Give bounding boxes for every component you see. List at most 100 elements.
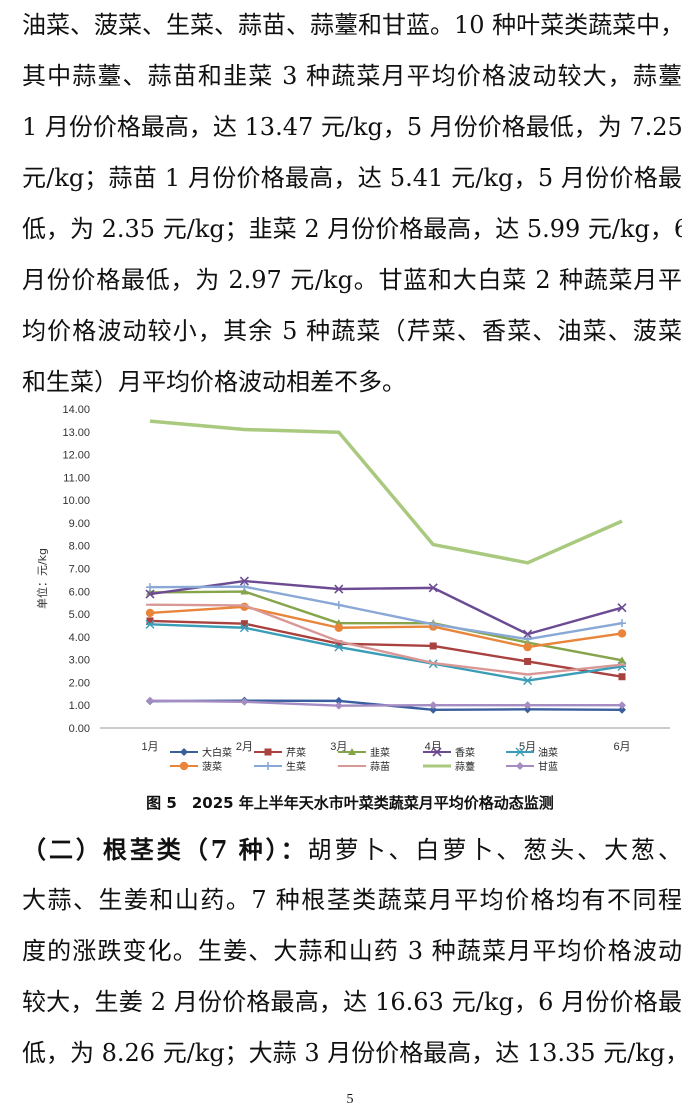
text-line: 油菜、菠菜、生菜、蒜苗、蒜薹和甘蓝。10 种叶菜类蔬菜中， <box>22 11 682 39</box>
data-point <box>432 747 442 757</box>
data-point <box>239 576 249 586</box>
series-line-甘蓝 <box>149 699 622 707</box>
y-tick-label: 14.00 <box>62 404 90 416</box>
text-line: 均价格波动较小，其余 5 种蔬菜（芹菜、香菜、油菜、菠菜 <box>22 317 682 345</box>
chart-svg: 0.00 1.00 2.00 3.00 4.00 5.00 6.00 7.00 8.00 9.00… <box>35 404 670 773</box>
data-point <box>523 705 532 714</box>
series-line-蒜薹 <box>149 419 623 565</box>
y-tick-label: 10.00 <box>62 495 90 507</box>
data-point <box>239 623 249 633</box>
data-point <box>618 705 626 714</box>
data-point <box>429 620 438 629</box>
data-point <box>618 656 626 664</box>
text-line: （二）根茎类（7 种）：胡萝卜、白萝卜、葱头、大葱、 <box>22 824 682 875</box>
data-point <box>618 673 626 681</box>
text-line: 月份价格最低，为 2.97 元/kg。甘蓝和大白菜 2 种蔬菜月平 <box>22 266 682 294</box>
text-line: 元/kg；蒜苗 1 月份价格最高，达 5.41 元/kg，5 月份价格最 <box>22 164 682 192</box>
data-point <box>240 582 249 591</box>
text-line: 较大，生姜 2 月份价格最高，达 16.63 元/kg，6 月份价格最 <box>22 988 682 1016</box>
y-tick-label: 0.00 <box>69 723 90 735</box>
legend-label: 韭菜 <box>370 747 390 759</box>
data-point <box>524 657 532 665</box>
y-tick-label: 3.00 <box>69 655 90 667</box>
data-point <box>145 589 155 599</box>
data-point <box>334 701 343 710</box>
y-tick-label: 13.00 <box>62 427 90 439</box>
data-point <box>334 623 343 632</box>
y-tick-label: 4.00 <box>69 632 90 644</box>
x-tick-label: 6月 <box>613 741 630 753</box>
x-tick-label: 2月 <box>236 741 253 753</box>
text-line: 低，为 2.35 元/kg；韭菜 2 月份价格最高，达 5.99 元/kg，6 <box>22 215 682 243</box>
data-point <box>334 696 343 705</box>
y-tick-label: 12.00 <box>62 450 90 462</box>
text-line: 度的涨跌变化。生姜、大蒜和山药 3 种蔬菜月平均价格波动 <box>22 937 682 965</box>
data-point <box>334 584 344 594</box>
data-point <box>618 619 626 628</box>
section-heading: （二）根茎类（7 种）： <box>22 835 308 864</box>
data-point <box>429 642 437 650</box>
series-line-芹菜 <box>149 619 623 678</box>
data-point <box>334 600 343 609</box>
legend-label: 蒜薹 <box>455 760 475 773</box>
y-tick-label: 8.00 <box>69 541 90 553</box>
series-line-蒜苗 <box>149 603 623 676</box>
data-point <box>429 705 438 714</box>
data-point <box>264 748 272 756</box>
line-chart: 0.00 1.00 2.00 3.00 4.00 5.00 6.00 7.00 8.00 9.00… <box>0 392 700 792</box>
x-tick-label: 5月 <box>519 741 536 753</box>
x-tick-label: 1月 <box>141 741 158 753</box>
data-point <box>264 762 272 770</box>
series-line-生菜 <box>149 585 623 641</box>
text-line: 和生菜）月平均价格波动相差不多。 <box>22 368 406 396</box>
y-tick-label: 5.00 <box>69 609 90 621</box>
data-point <box>617 629 627 638</box>
data-point <box>240 587 249 595</box>
data-point <box>523 676 533 686</box>
bottom-paragraph: （二）根茎类（7 种）：胡萝卜、白萝卜、葱头、大葱、 大蒜、生姜和山药。7 种根… <box>22 824 682 1079</box>
text-line: 大蒜、生姜和山药。7 种根茎类蔬菜月平均价格均有不同程 <box>22 886 682 914</box>
y-axis-label: 单位：元/kg <box>35 548 49 609</box>
data-point <box>523 635 532 644</box>
series-line-菠菜 <box>149 605 623 649</box>
legend-label: 香菜 <box>455 747 475 759</box>
data-point <box>145 608 155 618</box>
data-point <box>523 629 533 639</box>
x-tick-label: 3月 <box>330 741 347 753</box>
heading-continuation: 胡萝卜、白萝卜、葱头、大葱、 <box>307 836 682 864</box>
data-point <box>618 701 626 710</box>
legend-label: 油菜 <box>538 746 558 759</box>
page-number: 5 <box>346 1092 354 1107</box>
data-point <box>523 701 532 710</box>
data-point <box>334 642 344 652</box>
legend-label: 大白菜 <box>202 746 232 759</box>
chart-axes: 0.00 1.00 2.00 3.00 4.00 5.00 6.00 7.00 8.00 9.00… <box>35 404 670 753</box>
data-point <box>515 747 525 757</box>
y-tick-label: 7.00 <box>69 564 90 576</box>
data-point <box>146 583 154 592</box>
data-point <box>146 617 154 625</box>
text-line: 1 月份价格最高，达 13.47 元/kg，5 月份价格最低，为 7.25 <box>22 113 682 141</box>
figure-caption: 图 5 2025 年上半年天水市叶菜类蔬菜月平均价格动态监测 <box>146 794 554 812</box>
data-point <box>516 762 524 770</box>
top-paragraph: 油菜、菠菜、生菜、蒜苗、蒜薹和甘蓝。10 种叶菜类蔬菜中， 其中蒜薹、蒜苗和韭菜… <box>22 0 682 408</box>
y-tick-label: 1.00 <box>69 700 90 712</box>
data-point <box>428 583 438 593</box>
legend-label: 蒜苗 <box>370 761 390 773</box>
y-tick-label: 9.00 <box>69 518 90 530</box>
data-point <box>180 748 188 756</box>
data-point <box>240 697 249 706</box>
text-line: 其中蒜薹、蒜苗和韭菜 3 种蔬菜月平均价格波动较大，蒜薹 <box>22 62 682 90</box>
data-point <box>335 640 343 648</box>
x-tick-label: 4月 <box>425 741 442 753</box>
y-tick-label: 2.00 <box>69 677 90 689</box>
data-point <box>429 701 438 710</box>
legend-label: 甘蓝 <box>538 760 558 773</box>
data-point <box>145 619 155 629</box>
data-point <box>523 642 532 652</box>
data-point <box>179 761 189 771</box>
series-line-香菜 <box>149 579 623 636</box>
series-line-油菜 <box>149 623 623 682</box>
chart-series <box>145 419 627 714</box>
